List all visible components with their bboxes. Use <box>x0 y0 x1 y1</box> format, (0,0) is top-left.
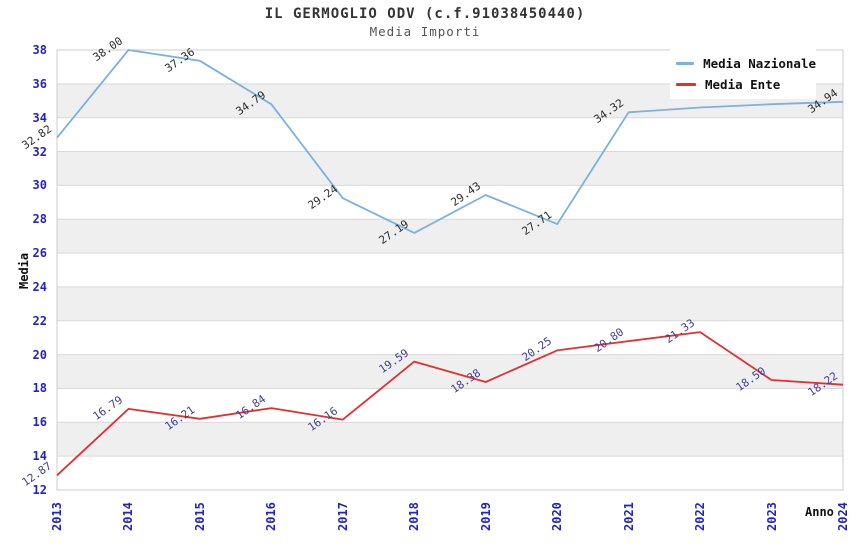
media-nazionale-line-swatch-icon <box>676 62 695 65</box>
x-tick-label: 2016 <box>264 502 279 531</box>
y-tick-label: 36 <box>32 76 47 91</box>
x-tick-label: 2013 <box>50 502 64 531</box>
x-axis-label: Anno <box>805 505 834 519</box>
media-ente-line-swatch-icon <box>676 83 696 86</box>
plot-border <box>56 49 844 491</box>
x-tick-label: 2014 <box>121 502 136 531</box>
x-tick-label: 2021 <box>621 502 636 531</box>
y-tick-label: 38 <box>32 43 47 57</box>
chart-subtitle: Media Importi <box>369 24 481 39</box>
y-tick-label: 16 <box>32 415 47 430</box>
y-tick-label: 26 <box>32 246 47 261</box>
y-tick-label: 28 <box>32 212 47 227</box>
y-tick-label: 20 <box>32 347 47 362</box>
series-line-1 <box>56 331 844 476</box>
series-line-0 <box>56 49 844 234</box>
legend-item-media-nazionale: Media Nazionale <box>676 56 816 71</box>
y-tick-label: 30 <box>32 178 47 193</box>
x-tick-label: 2022 <box>693 502 708 531</box>
legend: Media Nazionale Media Ente <box>670 49 816 99</box>
legend-item-media-ente: Media Ente <box>676 77 816 92</box>
y-tick-label: 32 <box>32 144 47 159</box>
y-tick-label: 14 <box>32 449 47 464</box>
y-tick-label: 12 <box>32 483 47 497</box>
y-tick-label: 18 <box>32 381 47 396</box>
x-tick-label: 2018 <box>407 502 422 531</box>
x-tick-label: 2015 <box>192 502 207 531</box>
y-tick-label: 24 <box>32 279 47 294</box>
y-tick-label: 22 <box>32 313 47 328</box>
grid-band <box>57 286 843 321</box>
y-axis-label: Media <box>17 252 31 289</box>
x-tick-label: 2024 <box>836 502 850 531</box>
y-tick-label: 34 <box>32 110 47 125</box>
x-tick-label: 2017 <box>335 502 350 531</box>
x-tick-label: 2020 <box>550 502 565 531</box>
legend-label-media-nazionale: Media Nazionale <box>703 56 816 71</box>
grid-band <box>57 151 843 186</box>
chart-title: IL GERMOGLIO ODV (c.f.91038450440) <box>264 6 586 22</box>
grid-band <box>57 219 843 254</box>
grid-band <box>57 422 843 457</box>
x-tick-label: 2023 <box>764 502 779 531</box>
legend-label-media-ente: Media Ente <box>705 77 781 92</box>
x-tick-label: 2019 <box>478 502 493 531</box>
